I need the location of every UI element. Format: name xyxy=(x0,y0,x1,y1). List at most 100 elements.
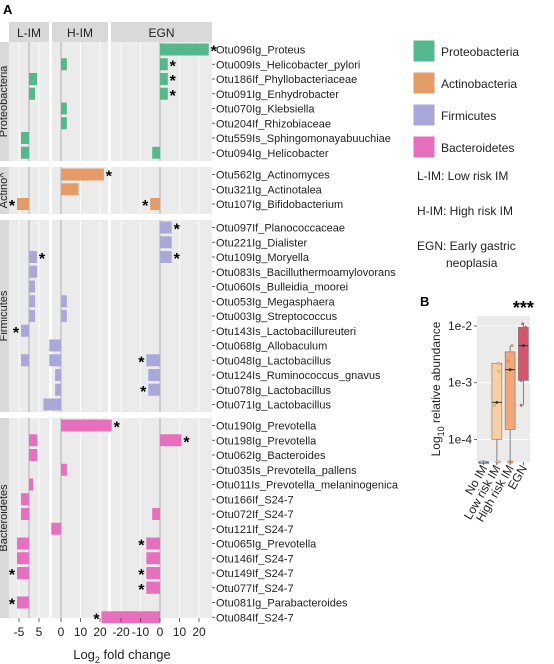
fold-change-bar xyxy=(49,340,61,352)
y-tick-label: 1e-2 xyxy=(448,319,472,333)
significance-star: * xyxy=(9,198,16,215)
x-axis-label-tail: fold change xyxy=(100,647,171,662)
significance-star: * xyxy=(39,251,46,268)
fold-change-bar xyxy=(160,222,172,234)
data-point xyxy=(480,461,483,464)
otu-label: Otu077If_S24-7 xyxy=(216,583,294,595)
fold-change-bar xyxy=(61,420,112,432)
otu-label: Otu146If_S24-7 xyxy=(216,553,294,565)
otu-label: Otu062Ig_Bacteroides xyxy=(216,450,326,462)
otu-label: Otu071Ig_Lactobacillus xyxy=(216,400,331,412)
otu-label: Otu143Is_Lactobacillureuteri xyxy=(216,326,356,338)
abbreviation-text: neoplasia xyxy=(446,256,498,270)
legend-swatch xyxy=(413,72,435,94)
legend-label: Proteobacteria xyxy=(441,45,519,59)
otu-label: Otu097If_Planococcaceae xyxy=(216,223,345,235)
fold-change-bar xyxy=(146,582,160,594)
fold-change-bar xyxy=(29,310,35,322)
otu-label: Otu070Ig_Klebsiella xyxy=(216,104,315,116)
fold-change-bar xyxy=(17,597,29,609)
fold-change-bar xyxy=(17,552,29,564)
fold-change-bar xyxy=(146,567,160,579)
x-tick-label: -10 xyxy=(132,625,150,639)
y-tick-label: 1e-3 xyxy=(448,376,472,390)
facet-label: L-IM xyxy=(17,26,41,40)
fold-change-bar xyxy=(160,236,172,248)
otu-label: Otu124Is_Ruminococcus_gnavus xyxy=(216,370,381,382)
fold-change-bar xyxy=(55,369,61,381)
mean-marker xyxy=(522,344,525,347)
fold-change-bar xyxy=(146,552,160,564)
otu-label: Otu081Ig_Parabacteroides xyxy=(216,598,348,610)
otu-label: Otu321Ig_Actinotalea xyxy=(216,184,323,196)
fold-change-bar xyxy=(61,103,67,115)
fold-change-bar xyxy=(160,88,168,100)
abbreviation-text: L-IM: Low risk IM xyxy=(417,169,508,183)
otu-label: Otu011Is_Prevotella_melaninogenica xyxy=(216,480,399,492)
otu-label: Otu078Ig_Lactobacillus xyxy=(216,385,331,397)
significance-star: * xyxy=(170,88,177,105)
significance-stars: *** xyxy=(513,298,534,318)
fold-change-bar xyxy=(160,73,168,85)
otu-label: Otu149If_S24-7 xyxy=(216,568,294,580)
otu-label: Otu065Ig_Prevotella xyxy=(216,539,317,551)
otu-label: Otu109Ig_Moryella xyxy=(216,252,310,264)
fold-change-bar xyxy=(43,399,61,411)
fold-change-bar xyxy=(61,295,67,307)
significance-star: * xyxy=(174,251,181,268)
fold-change-bar xyxy=(148,384,160,396)
fold-change-bar xyxy=(61,310,67,322)
significance-star: * xyxy=(183,434,190,451)
fold-change-bar xyxy=(148,369,160,381)
fold-change-bar xyxy=(21,493,29,505)
otu-label: Otu190Ig_Prevotella xyxy=(216,421,317,433)
fold-change-bar xyxy=(21,147,29,159)
otu-label: Otu060Is_Bulleidia_moorei xyxy=(216,282,348,294)
otu-label: Otu068Ig_Allobaculum xyxy=(216,341,327,353)
fold-change-bar xyxy=(160,58,168,70)
legend-swatch xyxy=(413,104,435,126)
x-tick-label: 0 xyxy=(58,625,65,639)
significance-star: * xyxy=(138,538,145,555)
fold-change-bar xyxy=(146,538,160,550)
significance-star: * xyxy=(114,420,121,437)
fold-change-bar xyxy=(17,538,29,550)
fold-change-bar xyxy=(21,508,29,520)
panel-background xyxy=(111,220,212,412)
fold-change-bar xyxy=(61,464,67,476)
x-tick-label: 5 xyxy=(36,625,43,639)
facet-label: H-IM xyxy=(67,26,93,40)
otu-label: Otu094Ig_Helicobacter xyxy=(216,148,329,160)
abbreviation-text: H-IM: High risk IM xyxy=(417,204,513,218)
fold-change-bar xyxy=(55,384,61,396)
significance-star: * xyxy=(142,198,149,215)
x-axis-label-main: Log xyxy=(73,647,95,662)
group-strip-label: Proteobacteria xyxy=(0,65,10,137)
box xyxy=(518,327,528,380)
phylum-legend: ProteobacteriaActinobacteriaFirmicutesBa… xyxy=(413,40,519,158)
otu-label: Otu562Ig_Actinomyces xyxy=(216,170,330,182)
panel-b-label: B xyxy=(420,294,429,309)
data-point xyxy=(520,379,523,382)
fold-change-bar xyxy=(61,169,104,181)
otu-label: Otu083Is_Bacilluthermoamylovorans xyxy=(216,267,396,279)
panel-background xyxy=(111,167,212,214)
data-point xyxy=(507,360,510,363)
significance-star: * xyxy=(9,567,16,584)
otu-label: Otu035Is_Prevotella_pallens xyxy=(216,465,357,477)
abundance-boxplot: 1e-41e-31e-2No IMLow risk IMHigh risk IM… xyxy=(429,298,534,524)
fold-change-bar xyxy=(29,479,33,491)
abbreviation-notes: L-IM: Low risk IMH-IM: High risk IMEGN: … xyxy=(417,169,516,270)
data-point xyxy=(498,370,501,373)
fold-change-bar xyxy=(146,354,160,366)
mean-marker xyxy=(495,401,498,404)
fold-change-bar xyxy=(29,88,35,100)
data-point xyxy=(483,461,486,464)
x-tick-label: -5 xyxy=(14,625,25,639)
otu-label: Otu186If_Phyllobacteriaceae xyxy=(216,74,357,86)
y-axis-label-tail: relative abundance xyxy=(429,321,443,426)
data-point xyxy=(524,326,527,329)
otu-label: Otu096Ig_Proteus xyxy=(216,45,306,57)
fold-change-bar xyxy=(17,567,29,579)
